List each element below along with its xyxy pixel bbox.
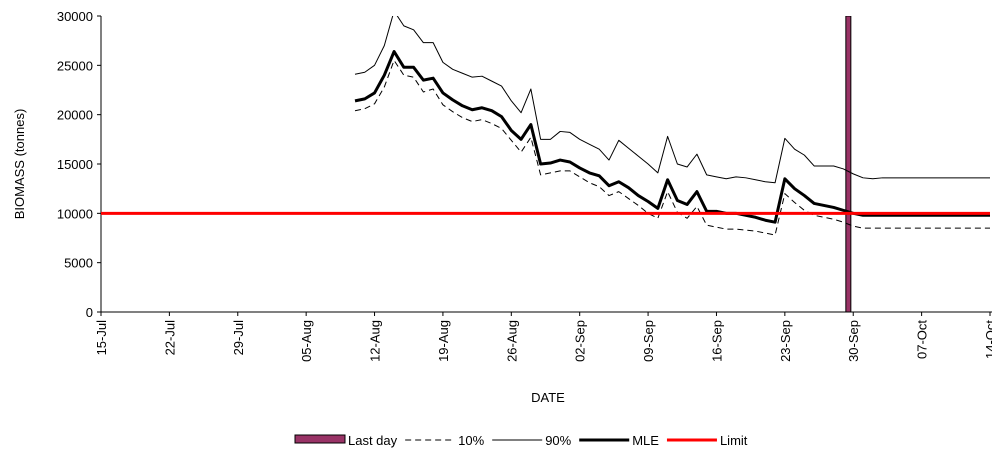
x-tick-label: 09-Sep [641, 320, 656, 362]
x-tick-label: 19-Aug [436, 320, 451, 362]
y-axis-title: BIOMASS (tonnes) [12, 109, 27, 220]
y-tick-label: 20000 [57, 108, 93, 123]
x-tick-label: 02-Sep [573, 320, 588, 362]
legend-label: 90% [545, 433, 571, 448]
legend-swatch [294, 434, 346, 444]
x-tick-label: 26-Aug [504, 320, 519, 362]
x-tick-label: 29-Jul [231, 320, 246, 356]
x-tick-label: 16-Sep [709, 320, 724, 362]
line [354, 16, 990, 184]
x-tick-label: 07-Oct [915, 320, 930, 359]
y-tick-label: 10000 [57, 206, 93, 221]
x-tick-label: 30-Sep [846, 320, 861, 362]
plot-area [101, 16, 990, 312]
x-tick-label: 12-Aug [368, 320, 383, 362]
x-tick-label: 05-Aug [299, 320, 314, 362]
x-tick-label: 23-Sep [778, 320, 793, 362]
legend-label: Last day [348, 433, 398, 448]
line [354, 59, 990, 236]
line [354, 50, 990, 224]
x-tick-label: 14-Oct [983, 320, 992, 359]
y-tick-label: 0 [86, 305, 93, 320]
x-tick-label: 22-Jul [162, 320, 177, 356]
legend-label: MLE [632, 433, 659, 448]
y-tick-label: 30000 [57, 9, 93, 24]
y-tick-label: 15000 [57, 157, 93, 172]
x-tick-label: 15-Jul [94, 320, 109, 356]
legend-label: Limit [720, 433, 748, 448]
y-tick-label: 5000 [64, 256, 93, 271]
y-tick-label: 25000 [57, 58, 93, 73]
legend-label: 10% [458, 433, 484, 448]
x-axis-title: DATE [531, 390, 565, 405]
bar [845, 16, 852, 312]
